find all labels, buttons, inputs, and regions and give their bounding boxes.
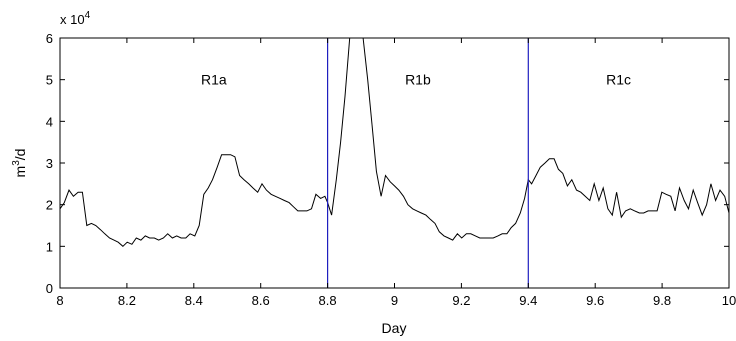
- series-line-1: [60, 38, 729, 247]
- region-label-3: R1c: [606, 72, 631, 88]
- x-tick-label: 9.6: [586, 293, 604, 308]
- x-tick-label: 9.8: [653, 293, 671, 308]
- x-tick-label: 8.6: [252, 293, 270, 308]
- y-tick-label: 6: [46, 31, 53, 46]
- x-tick-label: 9.2: [452, 293, 470, 308]
- plot-area: R1a R1b R1c: [60, 38, 729, 288]
- y-scale-factor: x 104: [60, 10, 91, 27]
- region-label-2: R1b: [405, 72, 431, 88]
- y-tick-label: 4: [46, 114, 53, 129]
- y-tick-label: 2: [46, 198, 53, 213]
- y-tick-label: 1: [46, 239, 53, 254]
- y-tick-label: 5: [46, 73, 53, 88]
- axes: 8 8.2 8.4 8.6 8.8 9 9.2 9.4 9.6 9.8 10 0 1 2 3 4 5 6: [46, 31, 736, 308]
- y-tick-label: 0: [46, 281, 53, 296]
- y-axis-label: m3/d: [11, 149, 28, 178]
- x-tick-label: 9.4: [519, 293, 537, 308]
- x-tick-label: 8.8: [319, 293, 337, 308]
- x-tick-label: 8.4: [185, 293, 203, 308]
- x-tick-label: 8: [56, 293, 63, 308]
- x-tick-label: 9: [391, 293, 398, 308]
- y-tick-label: 3: [46, 156, 53, 171]
- x-tick-label: 10: [722, 293, 736, 308]
- x-axis-label: Day: [382, 320, 407, 336]
- region-label-1: R1a: [201, 72, 227, 88]
- x-tick-label: 8.2: [118, 293, 136, 308]
